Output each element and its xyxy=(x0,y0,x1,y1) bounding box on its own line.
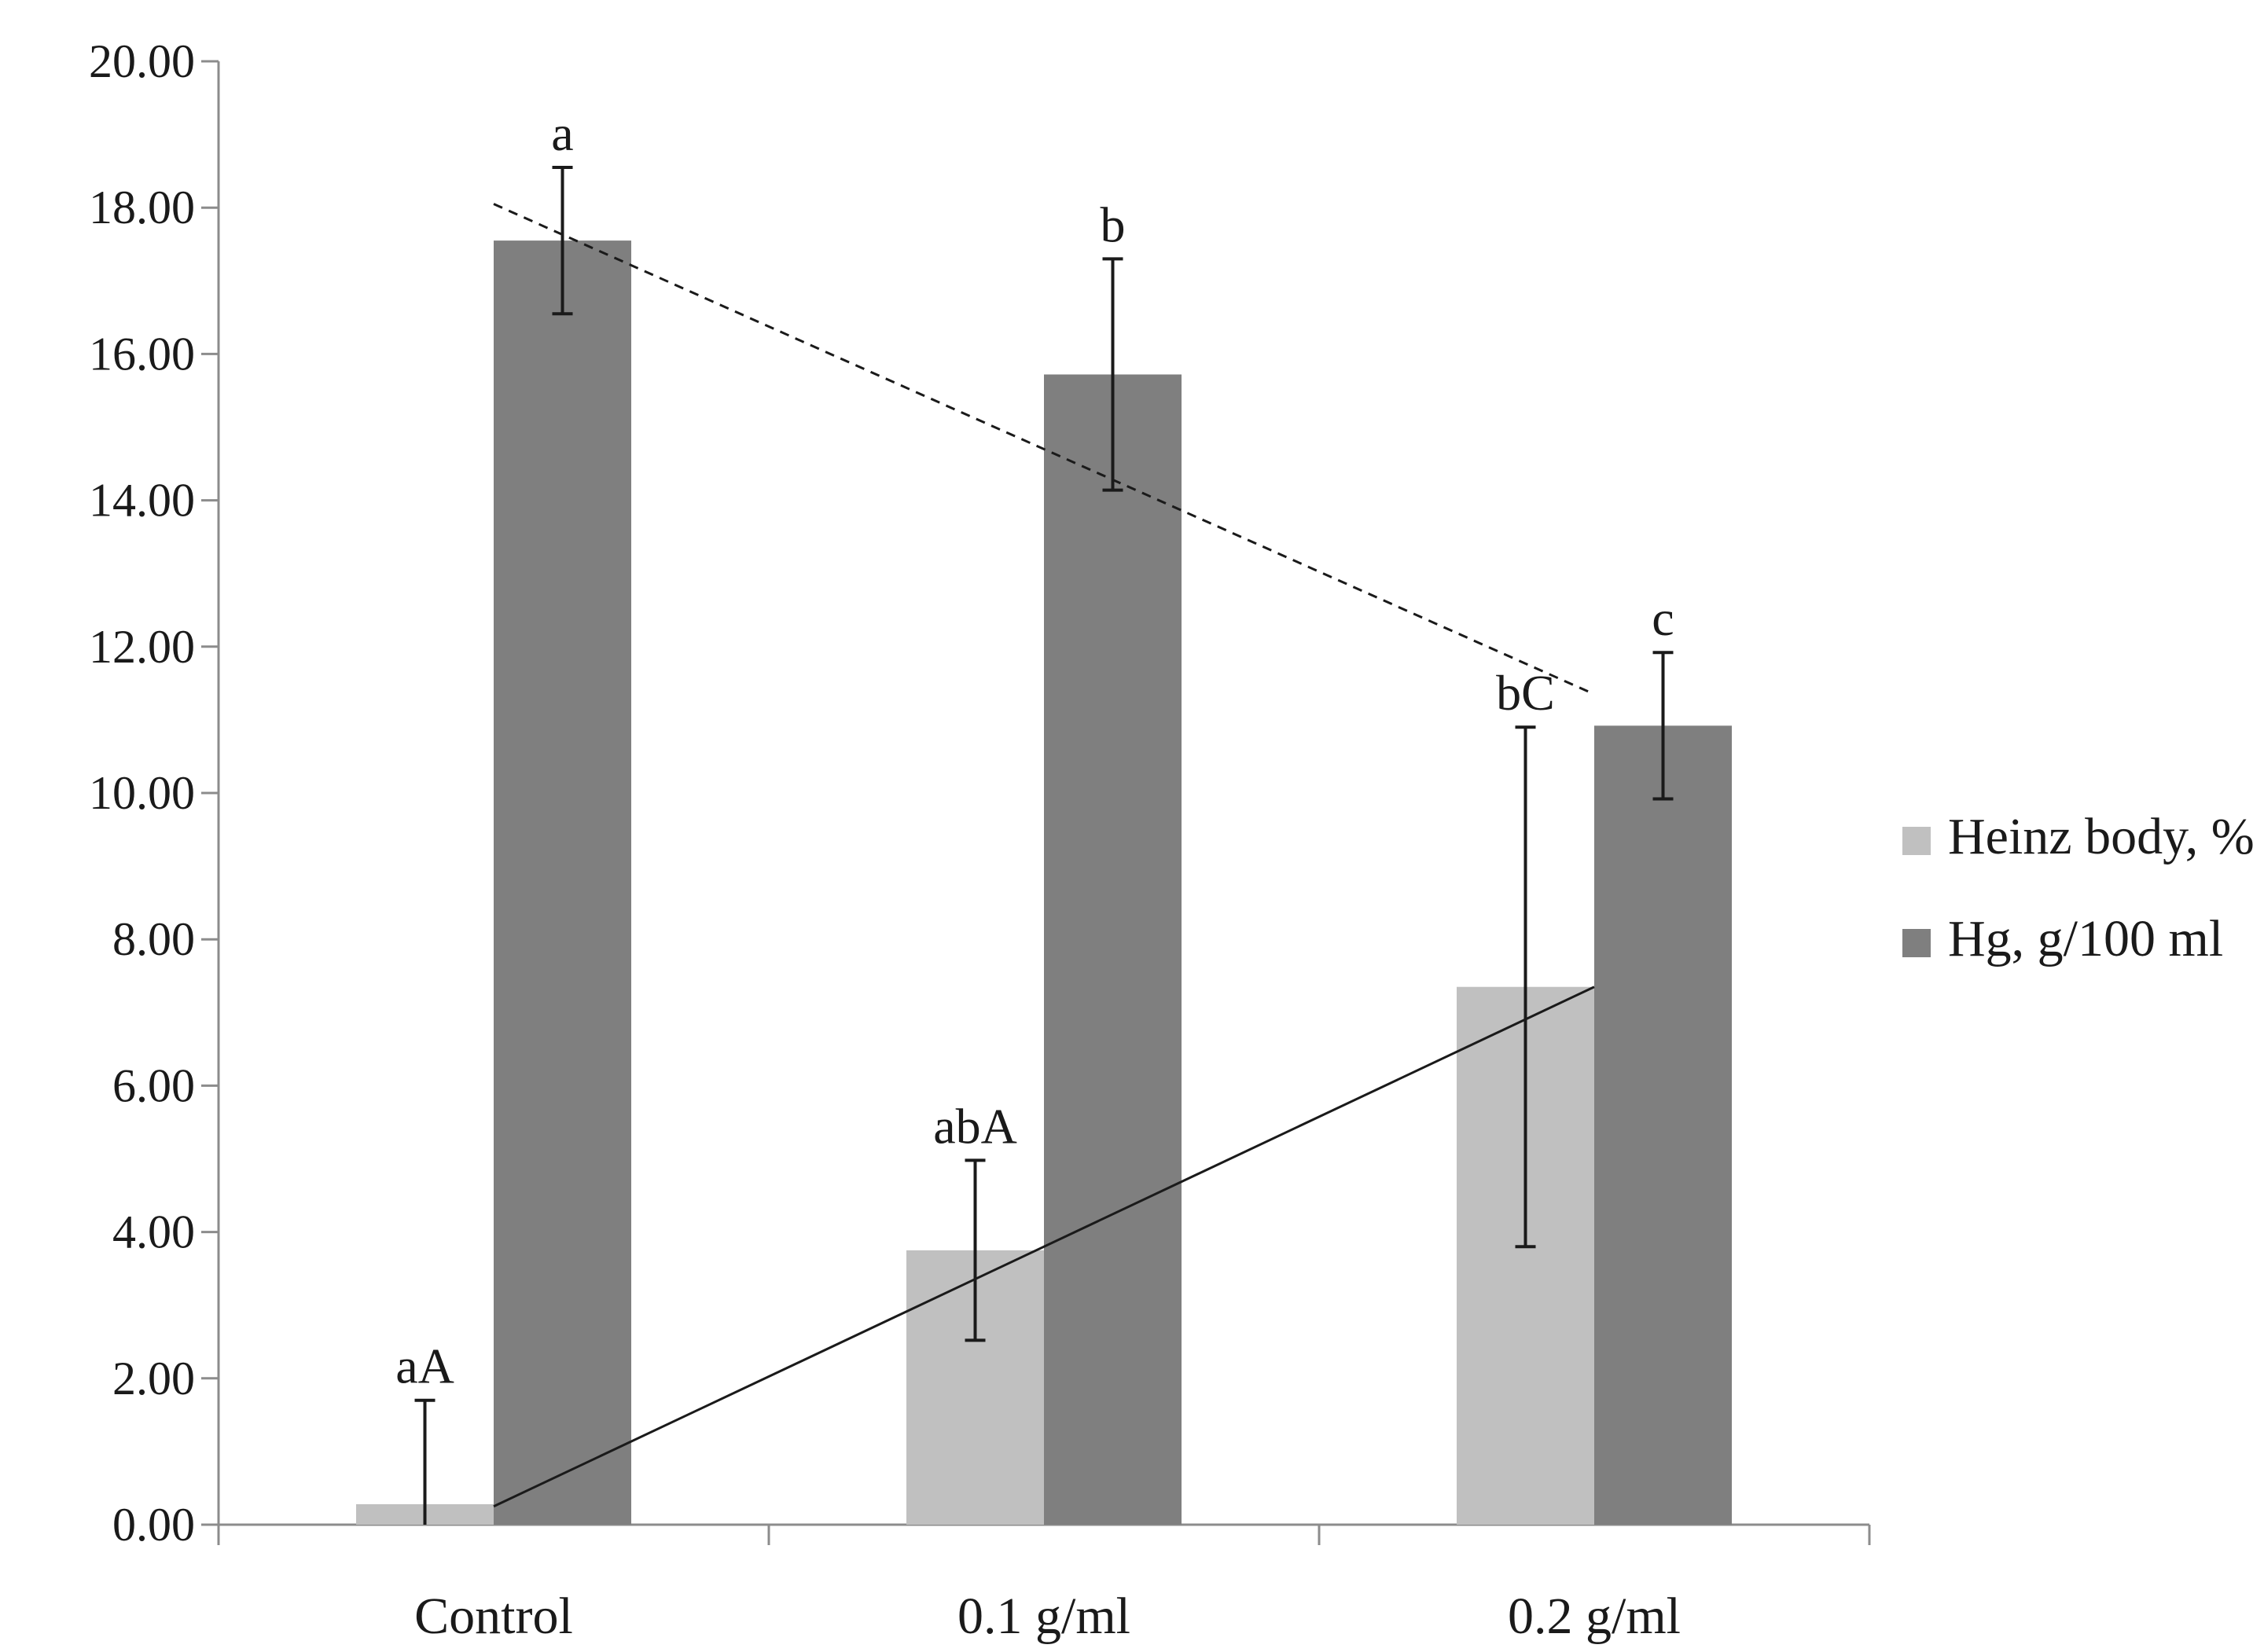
y-tick-label: 16.00 xyxy=(89,328,195,380)
y-tick-label: 4.00 xyxy=(112,1206,195,1258)
significance-label: aA xyxy=(395,1338,454,1394)
bar xyxy=(494,240,631,1525)
y-tick-label: 10.00 xyxy=(89,767,195,819)
legend-swatch xyxy=(1902,827,1931,855)
bar xyxy=(1594,725,1732,1525)
trendline xyxy=(493,203,1595,696)
y-tick-label: 8.00 xyxy=(112,913,195,965)
bar xyxy=(1044,374,1182,1525)
significance-label: c xyxy=(1652,590,1674,646)
y-tick-label: 2.00 xyxy=(112,1353,195,1404)
plot-area: 0.00 2.00 4.00 6.00 8.00 10.00 12.00 14.00 16.00… xyxy=(89,35,1871,1645)
y-tick-label: 12.00 xyxy=(89,621,195,673)
x-tick-label: 0.1 g/ml xyxy=(957,1588,1130,1645)
x-tick-label: 0.2 g/ml xyxy=(1508,1588,1681,1645)
significance-label: b xyxy=(1101,196,1126,252)
y-tick-label: 6.00 xyxy=(112,1059,195,1111)
legend: Heinz body, % Hg, g/100 ml xyxy=(1902,808,2253,967)
trendline xyxy=(493,986,1595,1508)
legend-label: Heinz body, % xyxy=(1948,808,2253,865)
significance-label: a xyxy=(551,105,573,161)
legend-label: Hg, g/100 ml xyxy=(1948,910,2223,967)
y-tick-label: 18.00 xyxy=(89,182,195,233)
significance-label: bC xyxy=(1496,665,1555,721)
legend-swatch xyxy=(1902,929,1931,957)
y-tick-label: 20.00 xyxy=(89,35,195,87)
y-tick-label: 14.00 xyxy=(89,475,195,527)
x-tick-label: Control xyxy=(414,1588,573,1645)
significance-label: abA xyxy=(933,1098,1017,1154)
y-tick-label: 0.00 xyxy=(112,1499,195,1551)
